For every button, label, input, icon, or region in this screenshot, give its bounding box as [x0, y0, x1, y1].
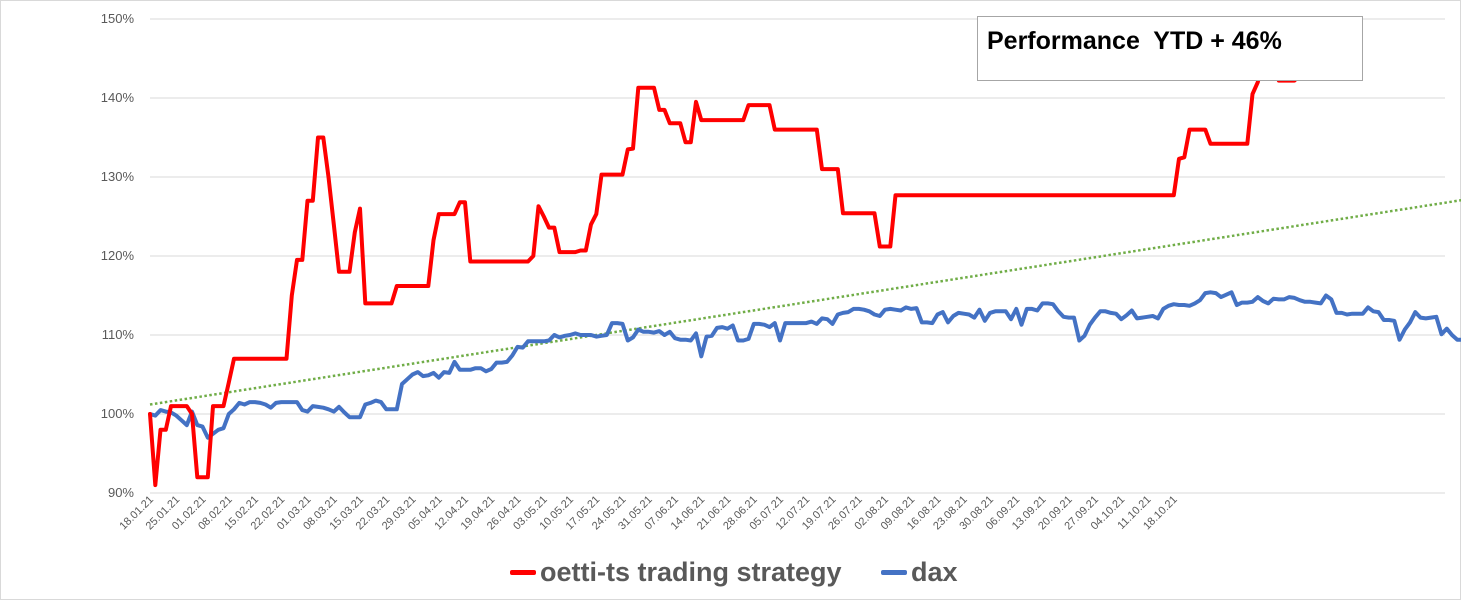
- performance-annotation: Performance YTD + 46%: [987, 27, 1282, 55]
- grid: [150, 18, 1445, 494]
- y-tick-label: 90%: [108, 485, 134, 500]
- legend: oetti-ts trading strategy dax: [0, 552, 1461, 592]
- legend-swatch-strategy: [510, 570, 536, 575]
- series-line-strategy: [148, 44, 1328, 488]
- y-tick-label: 100%: [101, 406, 135, 421]
- line-chart: 90% 100% 110% 120% 130% 140% 150% 18.01.2125.0…: [101, 11, 1461, 533]
- series-line-dax: [148, 290, 1461, 440]
- trendline: [149, 198, 1461, 406]
- y-tick-label: 140%: [101, 90, 135, 105]
- y-tick-label: 130%: [101, 169, 135, 184]
- series: [148, 44, 1461, 488]
- x-axis-labels: 18.01.2125.01.2101.02.2108.02.2115.02.21…: [117, 494, 1180, 533]
- y-axis-labels: 90% 100% 110% 120% 130% 140% 150%: [101, 11, 135, 500]
- legend-swatch-dax: [881, 570, 907, 575]
- y-tick-label: 110%: [102, 327, 135, 342]
- legend-label-dax: dax: [911, 557, 958, 587]
- y-tick-label: 120%: [101, 248, 135, 263]
- performance-annotation-box: Performance YTD + 46%: [977, 16, 1363, 81]
- y-tick-label: 150%: [101, 11, 135, 26]
- legend-label-strategy: oetti-ts trading strategy: [540, 557, 842, 587]
